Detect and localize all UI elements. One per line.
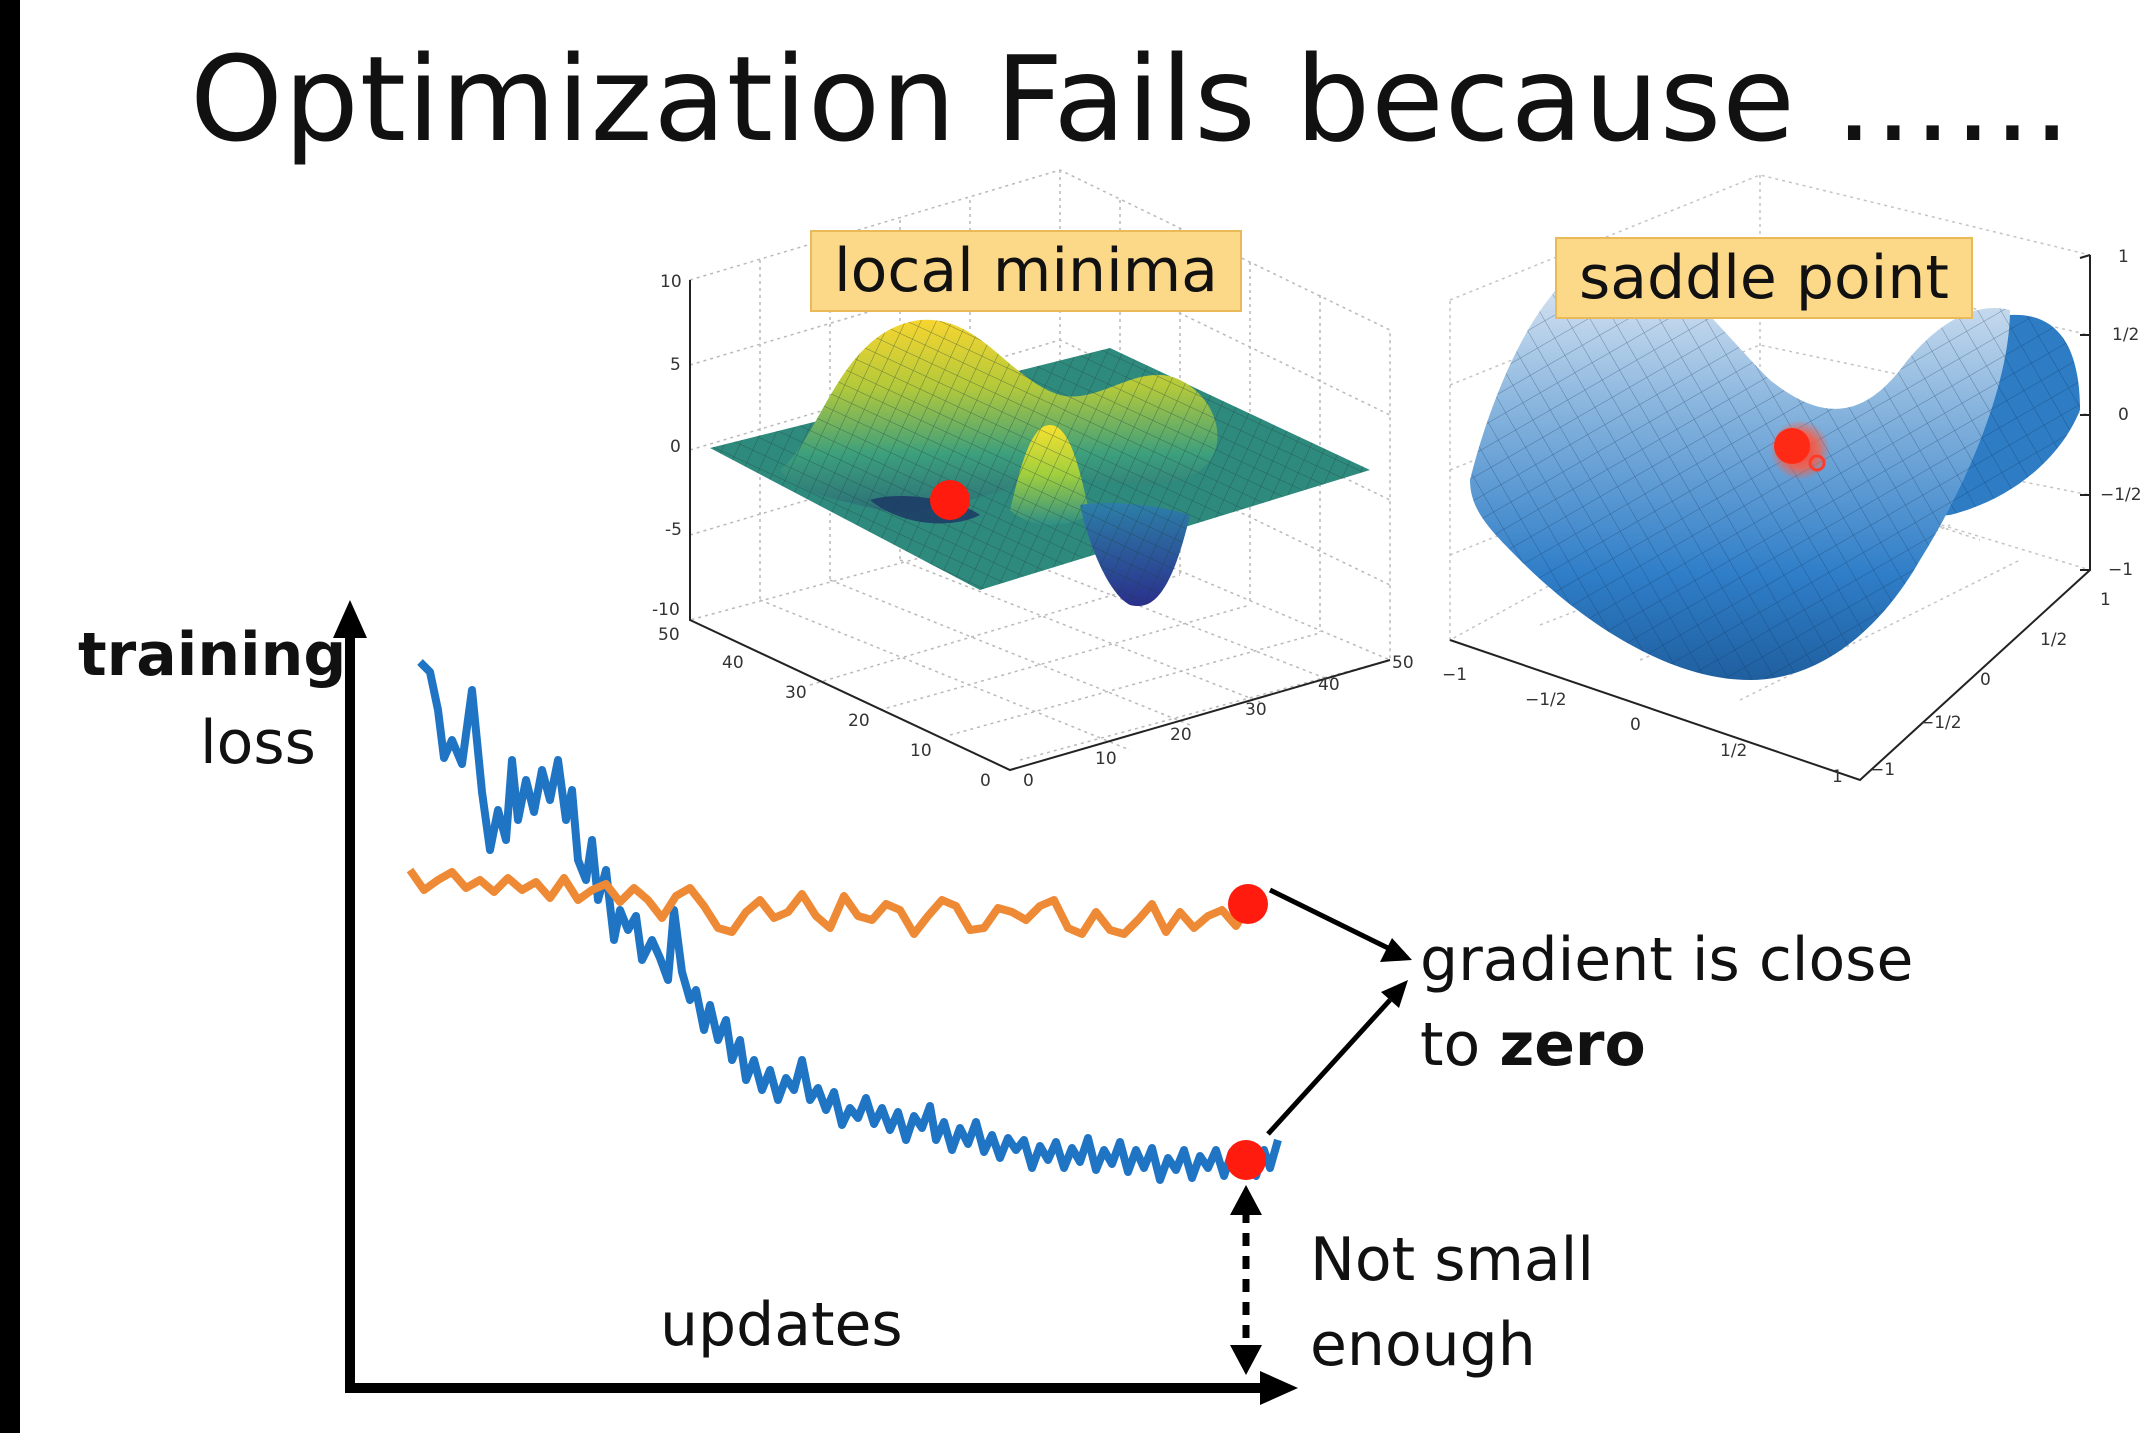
local-minima-surface-plot: 10 5 0 -5 -10 50 40 30 20 10 0 0 10 20 3… — [652, 169, 1414, 791]
sp-x-tick: 1 — [1832, 767, 1843, 787]
lm-x-tick: 20 — [1170, 725, 1192, 745]
y-axis-label-bold: training — [78, 620, 347, 690]
slide-title: Optimization Fails because …… — [190, 30, 2073, 168]
sp-x-tick: 0 — [1630, 715, 1641, 735]
slide: Optimization Fails because …… — [20, 0, 2154, 1433]
sp-z-tick: 0 — [2118, 405, 2129, 425]
saddle-axes — [1449, 254, 2091, 782]
sp-z-tick: −1/2 — [2100, 485, 2142, 505]
sp-y-tick: −1 — [1870, 760, 1895, 780]
lm-x-tick: 30 — [1245, 700, 1267, 720]
sp-x-tick: −1/2 — [1525, 690, 1567, 710]
lm-z-tick: -5 — [665, 520, 682, 540]
lm-y-tick: 10 — [910, 741, 932, 761]
orange-to-gradient-arrow — [1268, 887, 1394, 953]
sp-z-tick: −1 — [2108, 560, 2133, 580]
local-minima-axes — [689, 280, 1391, 772]
sp-y-tick: −1/2 — [1920, 713, 1962, 733]
arrowhead — [1380, 938, 1412, 962]
diagram-canvas: 10 5 0 -5 -10 50 40 30 20 10 0 0 10 20 3… — [333, 169, 2142, 1405]
lm-z-tick: 10 — [660, 272, 682, 292]
saddle-point-surface-plot: 1 1/2 0 −1/2 −1 −1 −1/2 0 1/2 1 1 1/2 0 … — [1442, 174, 2142, 787]
gradient-note-line2: to zero — [1420, 1010, 1646, 1080]
sp-z-tick: 1/2 — [2112, 325, 2139, 345]
blue-to-gradient-arrow — [1266, 998, 1392, 1136]
blue-loss-curve — [417, 659, 1282, 1184]
lm-y-tick: 0 — [980, 771, 991, 791]
lm-x-tick: 40 — [1318, 675, 1340, 695]
lm-z-tick: -10 — [652, 600, 680, 620]
orange-loss-curve — [406, 867, 1262, 938]
lm-y-tick: 30 — [785, 683, 807, 703]
x-axis-arrowhead — [1260, 1371, 1298, 1405]
lm-y-tick: 40 — [722, 653, 744, 673]
sp-y-tick: 1/2 — [2040, 630, 2067, 650]
blue-endpoint — [1226, 1140, 1266, 1180]
lm-x-tick: 10 — [1095, 749, 1117, 769]
y-axis-arrowhead — [333, 600, 367, 638]
sp-x-tick: 1/2 — [1720, 741, 1747, 761]
sp-y-tick: 1 — [2100, 590, 2111, 610]
not-small-note-line2: enough — [1310, 1310, 1536, 1380]
gradient-note-line1: gradient is close — [1420, 925, 1914, 995]
orange-endpoint — [1228, 884, 1268, 924]
lm-y-tick: 50 — [658, 625, 680, 645]
sp-z-tick: 1 — [2118, 247, 2129, 267]
arrowhead — [1230, 1185, 1262, 1215]
gradient-note-emphasis: zero — [1499, 1010, 1646, 1080]
not-small-note-line1: Not small — [1310, 1225, 1595, 1295]
gradient-note-prefix: to — [1420, 1010, 1500, 1080]
y-axis-label: loss — [200, 708, 316, 778]
arrowhead — [1230, 1345, 1262, 1375]
local-minima-label: local minima — [810, 230, 1242, 312]
arrowhead — [1381, 980, 1408, 1008]
training-loss-plot — [333, 600, 1412, 1405]
lm-z-tick: 5 — [670, 355, 681, 375]
lm-x-tick: 50 — [1392, 653, 1414, 673]
saddle-point-marker — [1774, 428, 1810, 464]
lm-y-tick: 20 — [848, 711, 870, 731]
sp-x-tick: −1 — [1442, 665, 1467, 685]
lm-z-tick: 0 — [670, 437, 681, 457]
x-axis-label: updates — [660, 1290, 903, 1360]
local-minima-point — [930, 480, 970, 520]
sp-y-tick: 0 — [1980, 670, 1991, 690]
saddle-point-label: saddle point — [1555, 237, 1973, 319]
lm-x-tick: 0 — [1023, 771, 1034, 791]
